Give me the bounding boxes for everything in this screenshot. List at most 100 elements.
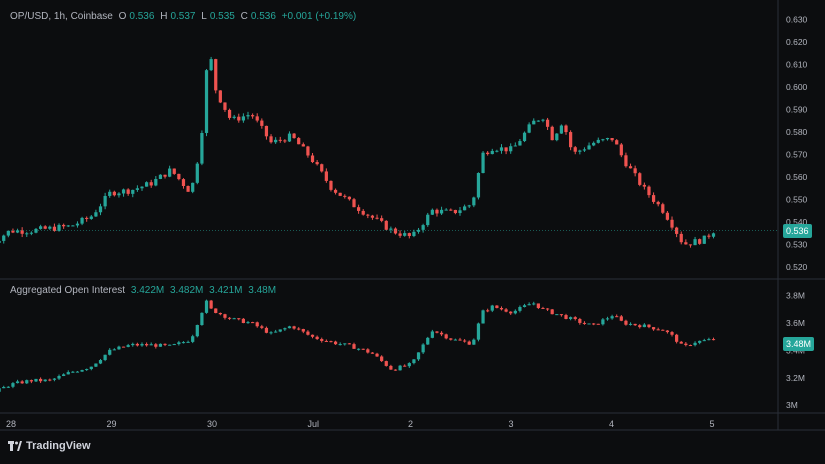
oi-candle-body — [135, 343, 139, 346]
price-candle-body — [103, 195, 107, 207]
oi-candle-body — [310, 334, 315, 337]
oi-candle-body — [670, 332, 674, 335]
price-ytick-label: 0.600 — [786, 82, 808, 92]
oi-candle-body — [430, 331, 434, 338]
oi-candle-body — [550, 309, 554, 315]
oi-candle-body — [532, 303, 536, 305]
oi-candle-body — [20, 381, 24, 384]
oi-candle-body — [444, 334, 448, 339]
price-candle-body — [467, 205, 471, 207]
price-candle-body — [370, 215, 375, 218]
low-value: 0.535 — [209, 11, 235, 22]
time-axis-label: 3 — [509, 419, 514, 429]
oi-value-4: 3.48M — [248, 285, 277, 296]
oi-candle-body — [195, 324, 199, 337]
symbol-label: OP/USD, 1h, Coinbase — [10, 11, 113, 22]
price-ytick-label: 0.580 — [786, 127, 808, 137]
oi-candle-body — [596, 323, 600, 325]
oi-candle-body — [15, 381, 20, 384]
price-candle-body — [403, 233, 407, 236]
price-candle-body — [89, 216, 93, 219]
oi-candle-body — [255, 322, 259, 327]
price-candle-body — [204, 70, 209, 133]
price-candle-body — [463, 206, 467, 211]
oi-candle-body — [52, 378, 57, 380]
oi-candle-body — [357, 348, 361, 350]
oi-candle-body — [274, 331, 278, 333]
oi-candle-body — [619, 316, 623, 321]
oi-candle-body — [38, 378, 43, 382]
price-candle-body — [287, 133, 292, 142]
price-candle-body — [416, 229, 421, 232]
oi-candle-body — [407, 363, 411, 367]
oi-candle-body — [592, 323, 596, 325]
price-candle-body — [361, 210, 365, 215]
price-candle-body — [66, 225, 70, 227]
price-candle-body — [98, 206, 103, 213]
oi-candle-body — [522, 305, 527, 307]
time-axis-label: Jul — [308, 419, 320, 429]
price-candle-body — [545, 119, 550, 127]
oi-candle-body — [463, 340, 467, 342]
price-candle-body — [605, 137, 610, 140]
price-candle-body — [75, 223, 80, 226]
oi-candle-body — [149, 344, 153, 346]
time-axis-label: 29 — [107, 419, 117, 429]
oi-candle-body — [656, 329, 660, 331]
price-candle-body — [522, 132, 527, 142]
time-axis-label: 5 — [710, 419, 715, 429]
price-candle-body — [177, 173, 181, 180]
tradingview-logo[interactable]: TradingView — [8, 440, 91, 452]
oi-candle-body — [412, 359, 416, 364]
price-candle-body — [375, 217, 379, 219]
price-candle-body — [237, 116, 241, 121]
oi-candle-body — [513, 310, 517, 314]
price-candle-body — [412, 231, 416, 237]
oi-candle-body — [200, 312, 204, 325]
price-candle-body — [260, 120, 264, 126]
oi-candle-body — [684, 343, 688, 346]
oi-candle-body — [711, 339, 716, 341]
oi-candle-body — [518, 306, 522, 311]
price-candle-body — [610, 137, 614, 141]
price-candle-body — [380, 218, 384, 221]
price-candle-body — [255, 116, 259, 121]
oi-candle-body — [651, 327, 656, 330]
oi-candle-body — [486, 310, 490, 312]
price-candle-body — [80, 217, 84, 224]
price-candle-body — [628, 166, 633, 169]
oi-candle-body — [71, 371, 75, 373]
oi-candle-body — [66, 372, 70, 375]
oi-candle-body — [315, 336, 319, 340]
oi-candle-body — [158, 343, 163, 347]
oi-candle-body — [232, 318, 236, 320]
oi-candle-body — [347, 343, 352, 345]
price-candle-body — [495, 150, 499, 152]
oi-candle-body — [264, 327, 269, 333]
oi-candle-body — [467, 341, 471, 345]
price-candle-body — [172, 168, 176, 174]
price-candle-body — [430, 209, 434, 215]
price-candle-body — [343, 195, 347, 197]
oi-candle-body — [324, 340, 328, 342]
price-candle-body — [6, 230, 10, 236]
oi-candle-body — [80, 370, 84, 372]
oi-candle-body — [375, 353, 379, 357]
price-candle-body — [85, 217, 89, 219]
oi-candle-body — [89, 366, 93, 370]
price-ytick-label: 0.540 — [786, 217, 808, 227]
low-label: L — [201, 11, 207, 22]
price-candle-body — [582, 149, 587, 151]
price-candle-body — [38, 226, 43, 229]
oi-candle-body — [366, 349, 370, 353]
price-candle-body — [250, 115, 255, 117]
oi-candle-body — [297, 328, 301, 330]
oi-candle-body — [628, 323, 633, 325]
price-candle-body — [615, 140, 619, 145]
oi-candle-body — [403, 365, 407, 367]
oi-candle-body — [389, 365, 393, 370]
oi-candle-body — [578, 318, 582, 323]
price-candle-body — [426, 214, 430, 226]
